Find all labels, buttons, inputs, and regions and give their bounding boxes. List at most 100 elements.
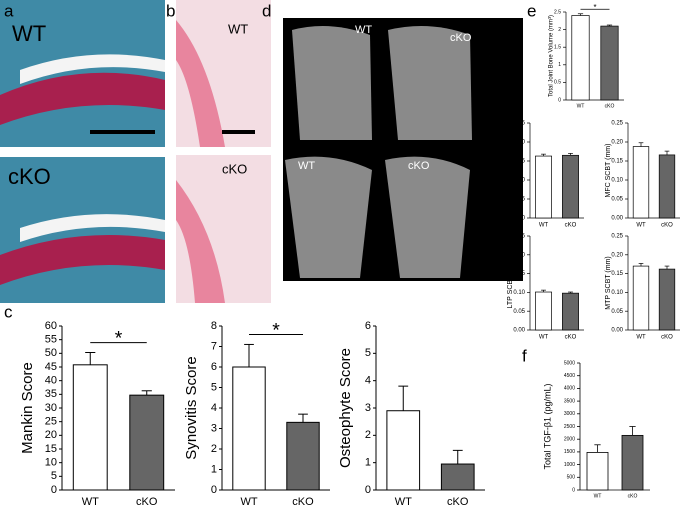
image-detail	[176, 20, 225, 147]
image-label: WT	[12, 21, 46, 46]
x-tick-label: WT	[395, 496, 412, 508]
y-tick-label: 0.25	[611, 234, 623, 240]
y-tick-label: 40	[45, 375, 57, 387]
x-tick-label: cKO	[565, 335, 577, 341]
y-axis-label: Total TGF-β1 (pg/mL)	[542, 383, 552, 469]
y-tick-label: 0.5	[554, 80, 561, 86]
y-tick-label: 0.15	[611, 159, 623, 165]
y-tick-label: 3	[211, 422, 217, 434]
image-detail	[20, 214, 165, 242]
panel-label: f	[522, 346, 527, 365]
y-tick-label: 0	[51, 484, 57, 496]
x-tick-label: cKO	[661, 223, 673, 229]
image-detail	[285, 156, 372, 278]
y-tick-label: 0.00	[513, 328, 525, 334]
y-tick-label: 0.15	[611, 271, 623, 277]
y-tick-label: 1	[365, 457, 371, 469]
y-tick-label: 0	[365, 484, 371, 496]
image-detail	[0, 72, 165, 125]
y-tick-label: 7	[211, 340, 217, 352]
y-tick-label: 0.25	[611, 121, 623, 127]
bar	[535, 291, 552, 331]
bar	[632, 265, 650, 331]
y-tick-label: 35	[45, 388, 57, 400]
y-tick-label: 60	[45, 320, 57, 332]
image-label: cKO	[408, 160, 430, 172]
y-tick-label: 6	[365, 320, 371, 332]
y-tick-label: 3500	[564, 398, 575, 404]
y-tick-label: 0.25	[513, 234, 525, 240]
x-tick-label: cKO	[447, 496, 469, 508]
bar	[535, 155, 552, 219]
bar	[286, 421, 320, 491]
x-tick-label: cKO	[136, 496, 158, 508]
y-tick-label: 5	[365, 347, 371, 359]
bar	[562, 292, 579, 331]
image-label: cKO	[450, 32, 472, 44]
y-tick-label: 5	[51, 470, 57, 482]
y-tick-label: 0.00	[611, 328, 623, 334]
y-tick-label: 0.10	[513, 178, 525, 184]
panel-label: d	[262, 1, 271, 20]
image-detail	[0, 235, 165, 285]
significance-label: *	[115, 327, 123, 349]
y-tick-label: 0.00	[513, 216, 525, 222]
y-tick-label: 0	[211, 484, 217, 496]
y-tick-label: 0.10	[513, 290, 525, 296]
y-tick-label: 500	[567, 475, 576, 481]
y-tick-label: 4	[211, 402, 217, 414]
y-tick-label: 2	[365, 429, 371, 441]
y-tick-label: 0	[572, 487, 575, 493]
y-axis-label: LTP SCBT (mm)	[507, 258, 514, 309]
y-tick-label: 0.15	[513, 159, 525, 165]
bar	[386, 410, 421, 491]
y-tick-label: 0.20	[611, 252, 623, 258]
y-tick-label: 1	[558, 62, 561, 68]
y-tick-label: 0.15	[513, 271, 525, 277]
image-detail	[20, 54, 165, 84]
y-tick-label: 0.20	[513, 252, 525, 258]
x-tick-label: WT	[594, 493, 602, 499]
y-tick-label: 1500	[564, 449, 575, 455]
y-tick-label: 1.5	[554, 45, 561, 51]
y-tick-label: 15	[45, 443, 57, 455]
y-tick-label: 0.20	[513, 140, 525, 146]
y-tick-label: 0.00	[611, 216, 623, 222]
y-tick-label: 25	[45, 416, 57, 428]
image-label: WT	[298, 160, 315, 172]
y-tick-label: 0.10	[611, 178, 623, 184]
image-detail	[388, 26, 472, 140]
y-axis-label: MFC SCBT (mm)	[605, 144, 612, 198]
bar	[621, 434, 644, 491]
bar	[658, 154, 676, 219]
x-tick-label: WT	[577, 103, 585, 109]
y-tick-label: 4500	[564, 373, 575, 379]
x-tick-label: cKO	[565, 223, 577, 229]
y-tick-label: 0.05	[513, 197, 525, 203]
y-tick-label: 1000	[564, 462, 575, 468]
x-tick-label: WT	[539, 223, 549, 229]
image-label: cKO	[222, 161, 247, 176]
significance-label: *	[593, 3, 596, 12]
y-tick-label: 0.05	[611, 309, 623, 315]
panel-label: c	[4, 302, 13, 321]
panel-label: e	[527, 1, 536, 20]
x-tick-label: WT	[539, 335, 549, 341]
image-detail	[385, 156, 470, 278]
y-tick-label: 5000	[564, 360, 575, 366]
x-tick-label: cKO	[605, 103, 615, 109]
y-tick-label: 2500	[564, 424, 575, 430]
y-axis-label: Osteophyte Score	[337, 348, 354, 468]
image-label: WT	[228, 21, 248, 36]
x-tick-label: cKO	[661, 335, 673, 341]
bar	[129, 394, 165, 491]
y-tick-label: 2.5	[554, 9, 561, 15]
y-axis-label: Synovitis Score	[183, 356, 200, 459]
y-tick-label: 0	[558, 97, 561, 103]
image-detail	[292, 26, 372, 140]
image-label: WT	[355, 24, 372, 36]
y-tick-label: 0.10	[611, 290, 623, 296]
x-tick-label: cKO	[292, 496, 314, 508]
y-tick-label: 55	[45, 334, 57, 346]
